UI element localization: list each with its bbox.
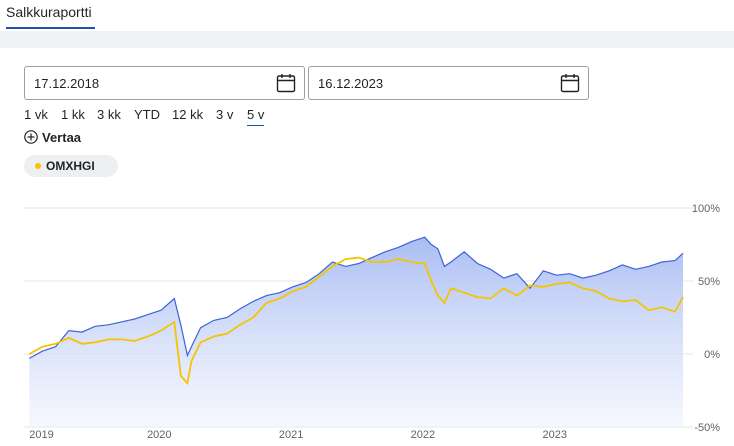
portfolio-area [29, 237, 684, 427]
end-date-value: 16.12.2023 [318, 76, 384, 91]
benchmark-line [28, 256, 684, 386]
range-12-months[interactable]: 12 kk [172, 107, 204, 122]
end-date-field[interactable]: 16.12.2023 [308, 66, 589, 100]
x-axis-labels: 2019 2020 2021 2022 2023 [29, 429, 567, 441]
y-tick-label: 50% [698, 276, 720, 288]
range-3-years[interactable]: 3 v [216, 107, 234, 122]
y-tick-label: 0% [704, 349, 720, 361]
range-1-month[interactable]: 1 kk [61, 107, 85, 122]
tab-salkkuraportti[interactable]: Salkkuraportti [6, 4, 92, 20]
tab-bar: Salkkuraportti [0, 0, 734, 30]
x-tick-label: 2019 [29, 429, 53, 441]
start-date-field[interactable]: 17.12.2018 [24, 66, 305, 100]
y-tick-label: -50% [694, 422, 720, 434]
panel-background-band [0, 31, 734, 48]
y-tick-label: 100% [692, 203, 720, 215]
range-5-years[interactable]: 5 v [247, 107, 265, 126]
range-3-months[interactable]: 3 kk [97, 107, 121, 122]
range-ytd[interactable]: YTD [134, 107, 160, 122]
add-circle-icon [24, 130, 38, 144]
range-1-week[interactable]: 1 vk [24, 107, 48, 122]
calendar-icon[interactable] [276, 73, 296, 93]
calendar-icon[interactable] [560, 73, 580, 93]
start-date-value: 17.12.2018 [34, 76, 100, 91]
x-tick-label: 2022 [411, 429, 435, 441]
benchmark-color-dot [35, 163, 41, 169]
x-tick-label: 2021 [279, 429, 303, 441]
benchmark-chip[interactable]: OMXHGI [24, 155, 118, 177]
compare-label: Vertaa [42, 130, 82, 145]
benchmark-chip-label: OMXHGI [46, 159, 95, 173]
x-tick-label: 2023 [542, 429, 566, 441]
active-tab-indicator [6, 27, 95, 29]
x-tick-label: 2020 [147, 429, 171, 441]
portfolio-line [29, 236, 684, 359]
y-axis-labels: 100% 50% 0% -50% [692, 203, 720, 434]
performance-chart: 100% 50% 0% -50% 2019 2020 2021 2022 2023 [24, 203, 720, 441]
